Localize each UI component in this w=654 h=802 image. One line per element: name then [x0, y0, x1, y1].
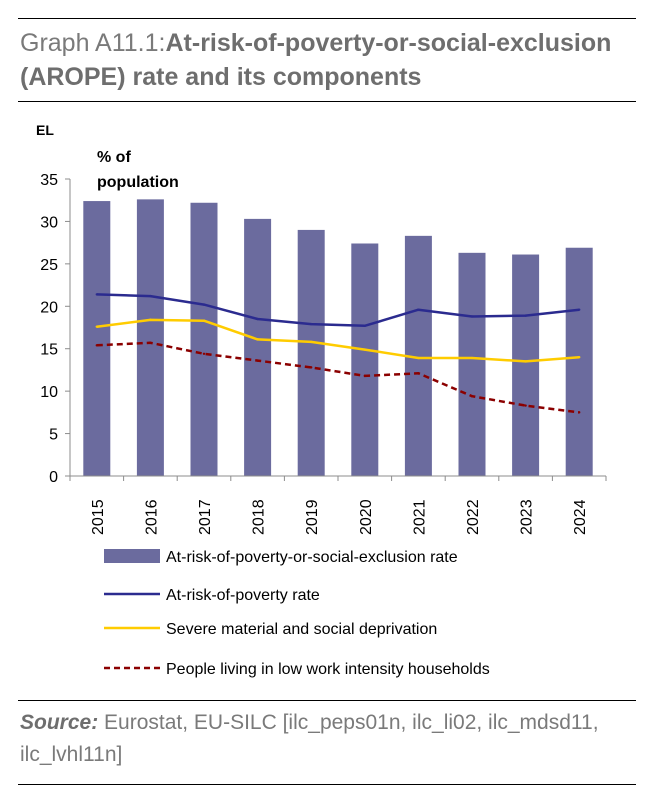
legend-label-4: People living in low work intensity hous… — [166, 661, 490, 678]
bar-2015 — [83, 201, 111, 476]
bar-2023 — [512, 254, 540, 476]
unit-label-line2: population — [97, 174, 179, 191]
point-series-3-2022 — [470, 395, 474, 398]
bar-2020 — [351, 243, 379, 476]
y-tick-label-30: 30 — [40, 214, 58, 231]
point-series-3-2023 — [524, 404, 527, 407]
point-series-1-2017 — [202, 303, 206, 306]
point-series-2-2023 — [524, 360, 527, 363]
title-prefix: Graph A11.1: — [20, 29, 166, 57]
source-note: Source: Eurostat, EU-SILC [ilc_peps01n, … — [20, 707, 632, 771]
x-tick-label-2022: 2022 — [465, 499, 482, 535]
title-rule — [18, 101, 636, 102]
top-rule — [18, 18, 636, 19]
x-tick-label-2023: 2023 — [519, 499, 536, 535]
point-series-2-2017 — [202, 319, 206, 322]
point-series-2-2015 — [95, 325, 99, 328]
point-series-3-2017 — [202, 352, 206, 356]
point-series-3-2016 — [149, 341, 152, 344]
x-tick-label-2016: 2016 — [143, 499, 160, 535]
line-series-1 — [96, 293, 580, 328]
point-series-2-2016 — [149, 318, 152, 322]
point-series-2-2020 — [363, 348, 366, 351]
source-rule-top — [18, 700, 636, 701]
chart: EL % of population 0 5 10 15 20 25 30 35 2015 2016 20… — [36, 122, 607, 678]
point-series-3-2015 — [95, 344, 99, 347]
point-series-3-2021 — [417, 372, 420, 375]
x-tick-label-2021: 2021 — [411, 499, 428, 535]
point-series-2-2019 — [310, 340, 313, 344]
x-tick-label-2018: 2018 — [251, 499, 268, 535]
bar-2017 — [190, 202, 218, 476]
x-tick-label-2017: 2017 — [197, 499, 214, 535]
point-series-3-2019 — [310, 366, 313, 369]
bar-2022 — [458, 252, 486, 476]
point-series-1-2018 — [256, 317, 259, 321]
line-series-2 — [96, 318, 580, 363]
point-series-1-2024 — [578, 308, 581, 311]
point-series-3-2018 — [256, 359, 259, 362]
bar-2016 — [136, 199, 164, 476]
point-series-2-2018 — [256, 338, 259, 341]
x-tick-label-2015: 2015 — [90, 499, 107, 535]
chart-title: Graph A11.1:At-risk-of-poverty-or-social… — [20, 26, 632, 94]
legend-label-1: At-risk-of-poverty-or-social-exclusion r… — [166, 549, 458, 566]
point-series-1-2015 — [95, 293, 99, 296]
title-text: At-risk-of-poverty-or-social-exclusion (… — [20, 29, 612, 91]
legend-swatch-1 — [104, 549, 160, 563]
point-series-3-2020 — [363, 374, 366, 378]
bar-2024 — [565, 247, 593, 476]
point-series-1-2016 — [149, 294, 152, 298]
x-tick-label-2019: 2019 — [304, 499, 321, 535]
bar-2018 — [244, 218, 272, 476]
point-series-1-2023 — [524, 314, 527, 317]
point-series-1-2020 — [363, 324, 366, 328]
legend-label-3: Severe material and social deprivation — [166, 621, 437, 638]
bar-2019 — [297, 229, 325, 476]
y-tick-label-15: 15 — [40, 342, 58, 359]
y-tick-label-5: 5 — [49, 427, 58, 444]
country-label: EL — [36, 122, 54, 138]
source-text: Eurostat, EU-SILC [ilc_peps01n, ilc_li02… — [20, 711, 599, 766]
y-tick-label-0: 0 — [49, 469, 58, 486]
point-series-1-2019 — [310, 322, 313, 326]
source-rule-bottom — [18, 784, 636, 785]
y-tick-label-25: 25 — [40, 257, 58, 274]
x-tick-label-2024: 2024 — [572, 499, 589, 535]
point-series-1-2021 — [417, 308, 420, 311]
source-label: Source: — [20, 711, 99, 734]
point-series-2-2024 — [578, 356, 581, 359]
y-tick-label-10: 10 — [40, 384, 58, 401]
point-series-1-2022 — [470, 315, 474, 318]
line-series-3 — [96, 341, 580, 414]
x-tick-label-2020: 2020 — [358, 499, 375, 535]
y-tick-label-20: 20 — [40, 299, 58, 316]
legend-label-2: At-risk-of-poverty rate — [166, 587, 320, 604]
point-series-3-2024 — [578, 411, 581, 414]
unit-label-line1: % of — [97, 149, 131, 166]
y-tick-label-35: 35 — [40, 172, 58, 189]
point-series-2-2022 — [470, 356, 474, 360]
point-series-2-2021 — [417, 356, 420, 360]
